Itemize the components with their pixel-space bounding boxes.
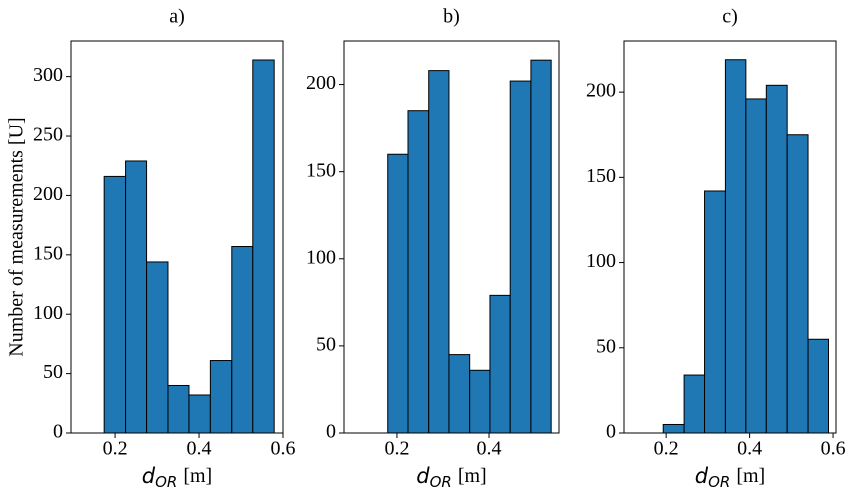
bar <box>509 80 532 434</box>
y-tick-label: 100 <box>586 250 616 272</box>
bar <box>745 98 767 434</box>
y-tick-label: 50 <box>596 335 616 357</box>
bar <box>786 134 809 434</box>
y-tick-label: 250 <box>33 124 63 146</box>
x-label-symbol: d <box>416 464 430 488</box>
x-tick-label: 0.6 <box>821 438 846 460</box>
x-label-subscript: OR <box>155 473 177 491</box>
panel-title: a) <box>169 6 185 28</box>
x-tick-label: 0.4 <box>737 438 762 460</box>
y-tick-label: 200 <box>33 183 63 205</box>
bar <box>188 394 211 434</box>
y-tick-label: 200 <box>306 72 336 94</box>
bar <box>489 294 511 434</box>
y-tick-label: 150 <box>586 165 616 187</box>
bar <box>103 175 127 434</box>
y-tick-label: 0 <box>326 421 336 443</box>
y-tick-label: 150 <box>306 159 336 181</box>
y-tick-label: 0 <box>53 421 63 443</box>
bar <box>724 59 747 434</box>
bar <box>125 160 148 434</box>
x-tick-label: 0.4 <box>477 438 502 460</box>
bar <box>146 261 169 434</box>
bar <box>252 59 275 434</box>
panel-title: c) <box>722 6 738 28</box>
x-label-subscript: OR <box>708 473 730 491</box>
x-label-subscript: OR <box>430 473 452 491</box>
x-tick-label: 0.2 <box>654 438 679 460</box>
bar <box>765 84 788 434</box>
x-tick-label: 0.2 <box>384 438 409 460</box>
bar <box>662 423 685 434</box>
bar <box>448 354 471 434</box>
y-tick-label: 50 <box>43 361 63 383</box>
bar <box>209 360 233 434</box>
x-tick-label: 0.4 <box>187 438 212 460</box>
x-label-unit: [m] <box>183 465 212 487</box>
bar <box>167 384 190 434</box>
x-label-symbol: d <box>142 464 156 488</box>
axes-frame <box>343 40 560 434</box>
x-axis-label: dOR [m] <box>416 464 486 491</box>
y-tick-label: 100 <box>306 246 336 268</box>
axes-frame <box>70 40 284 434</box>
x-label-unit: [m] <box>736 465 765 487</box>
bar <box>683 374 706 434</box>
x-tick-label: 0.6 <box>271 438 296 460</box>
x-axis-label: dOR [m] <box>142 464 212 491</box>
y-tick-label: 0 <box>606 421 616 443</box>
x-label-symbol: d <box>695 464 709 488</box>
bar <box>469 369 491 434</box>
x-label-unit: [m] <box>458 465 487 487</box>
bar <box>231 246 254 434</box>
axes-frame <box>623 40 837 434</box>
bar <box>530 59 552 434</box>
y-tick-label: 200 <box>586 80 616 102</box>
bar <box>407 110 430 434</box>
panel-title: b) <box>443 6 460 28</box>
y-tick-label: 50 <box>316 333 336 355</box>
y-tick-label: 150 <box>33 242 63 264</box>
x-axis-label: dOR [m] <box>695 464 765 491</box>
bar <box>387 153 409 434</box>
x-tick-label: 0.2 <box>103 438 128 460</box>
bar <box>704 190 726 434</box>
y-tick-label: 100 <box>33 302 63 324</box>
bar <box>807 338 829 434</box>
y-axis-label: Number of measurements [U] <box>6 117 28 356</box>
bar <box>428 70 450 434</box>
y-tick-label: 300 <box>33 64 63 86</box>
